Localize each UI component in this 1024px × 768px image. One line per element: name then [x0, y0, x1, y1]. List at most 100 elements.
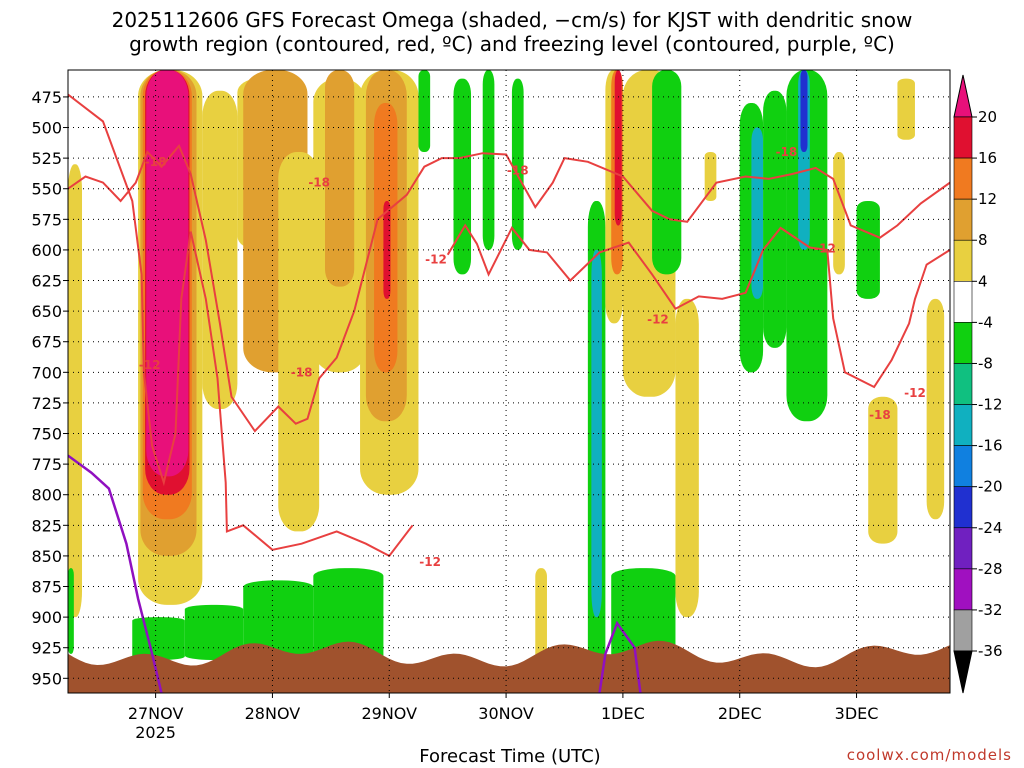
colorbar: 20 16 12 8 4 -4 -8 -12 -16 -20 -24 -28 -32 -36 — [953, 74, 1003, 694]
contour-label-10: -12 — [904, 386, 926, 400]
colorbar-bin-12 — [953, 609, 973, 652]
omega-region-33 — [652, 70, 682, 275]
contour-label-0: -12 — [139, 358, 161, 372]
colorbar-label--36: -36 — [978, 642, 1003, 660]
colorbar-label-16: 16 — [978, 149, 997, 167]
x-tick-label-28NOV: 28NOV — [245, 704, 301, 723]
y-tick-label-850: 850 — [31, 547, 62, 566]
y-tick-label-825: 825 — [31, 516, 62, 535]
omega-region-19 — [243, 580, 314, 660]
colorbar-bin-6 — [953, 363, 973, 405]
colorbar-bin-7 — [953, 404, 973, 446]
terrain — [68, 640, 950, 693]
y-tick-label-625: 625 — [31, 272, 62, 291]
y-tick-label-725: 725 — [31, 394, 62, 413]
chart-title-line-2: growth region (contoured, red, ºC) and f… — [129, 32, 895, 56]
colorbar-bin-2 — [953, 198, 973, 241]
omega-region-30 — [614, 70, 622, 226]
y-tick-label-550: 550 — [31, 180, 62, 199]
colorbar-bottom-arrow — [953, 650, 973, 694]
contour-label-1: -18 — [145, 155, 167, 169]
y-tick-label-475: 475 — [31, 88, 62, 107]
contour-label-11: -18 — [869, 408, 891, 422]
omega-region-16 — [68, 568, 74, 654]
y-tick-label-925: 925 — [31, 639, 62, 658]
y-tick-label-800: 800 — [31, 486, 62, 505]
grid — [68, 70, 950, 693]
contour-label-6: -12 — [425, 253, 447, 267]
colorbar-label--12: -12 — [978, 396, 1003, 414]
x-axis-label: Forecast Time (UTC) — [419, 746, 600, 767]
y-tick-label-675: 675 — [31, 333, 62, 352]
colorbar-label--20: -20 — [978, 478, 1003, 496]
y-tick-label-900: 900 — [31, 608, 62, 627]
colorbar-label--16: -16 — [978, 437, 1003, 455]
dgz-contour-2 — [446, 223, 950, 389]
omega-region-23 — [482, 70, 495, 250]
colorbar-top-arrow — [953, 74, 973, 118]
colorbar-label--24: -24 — [978, 519, 1003, 537]
colorbar-bin-1 — [953, 157, 973, 200]
credit-label[interactable]: coolwx.com/models — [847, 746, 1012, 764]
x-tick-label-3DEC: 3DEC — [835, 704, 879, 723]
plot-frame — [67, 69, 951, 694]
contour-label-9: -12 — [814, 242, 836, 256]
omega-region-11 — [325, 70, 355, 287]
colorbar-label-4: 4 — [978, 272, 988, 290]
plot-area: -12 -18 -18 -18 -12 -18 -12 -12 -18 -12 -12 -18 — [68, 70, 950, 693]
omega-region-44 — [868, 396, 898, 544]
y-tick-label-950: 950 — [31, 669, 62, 688]
x-tick-label-1DEC: 1DEC — [601, 704, 645, 723]
omega-region-24 — [511, 78, 524, 250]
colorbar-bin-11 — [953, 568, 973, 611]
y-tick-label-600: 600 — [31, 241, 62, 260]
x-tick-label-2DEC: 2DEC — [718, 704, 762, 723]
colorbar-label--32: -32 — [978, 601, 1003, 619]
colorbar-label--8: -8 — [978, 354, 993, 372]
omega-region-41 — [800, 70, 808, 153]
colorbar-label-20: 20 — [978, 108, 997, 126]
colorbar-bin-4 — [953, 281, 973, 323]
omega-region-25 — [535, 568, 547, 673]
colorbar-bin-5 — [953, 322, 973, 364]
chart-title-line-1: 2025112606 GFS Forecast Omega (shaded, −… — [112, 8, 913, 32]
omega-region-34 — [675, 298, 699, 618]
y-tick-label-525: 525 — [31, 149, 62, 168]
omega-region-17 — [132, 617, 185, 660]
omega-field — [68, 70, 950, 693]
omega-region-18 — [184, 604, 244, 660]
y-tick-label-700: 700 — [31, 363, 62, 382]
omega-region-46 — [926, 298, 945, 520]
x-tick-label-27NOV: 27NOV — [128, 704, 184, 723]
axes: 475 500 525 550 575 600 625 650 675 700 725 750 775 8… — [31, 69, 951, 742]
y-tick-label-500: 500 — [31, 119, 62, 138]
omega-region-0 — [68, 164, 83, 618]
x-tick-label-29NOV: 29NOV — [361, 704, 417, 723]
omega-region-38 — [763, 90, 787, 348]
x-tick-sublabel-27NOV: 2025 — [135, 723, 176, 742]
contour-label-8: -18 — [776, 145, 798, 159]
x-tick-label-30NOV: 30NOV — [478, 704, 534, 723]
omega-region-5 — [146, 70, 189, 477]
omega-region-21 — [418, 70, 431, 153]
contour-label-5: -18 — [507, 163, 529, 177]
y-tick-label-750: 750 — [31, 425, 62, 444]
dgz-contour-0 — [68, 93, 414, 558]
colorbar-bin-9 — [953, 486, 973, 529]
y-tick-label-650: 650 — [31, 302, 62, 321]
dgz-contour-1 — [68, 143, 950, 433]
colorbar-bin-0 — [953, 116, 973, 159]
omega-region-22 — [453, 78, 472, 275]
freezing-contour-0 — [68, 454, 163, 693]
colorbar-label--4: -4 — [978, 313, 993, 331]
colorbar-bin-10 — [953, 527, 973, 570]
omega-region-27 — [591, 249, 602, 618]
y-tick-label-575: 575 — [31, 210, 62, 229]
colorbar-bin-3 — [953, 239, 973, 282]
contour-label-2: -18 — [308, 176, 330, 190]
y-tick-label-775: 775 — [31, 455, 62, 474]
contour-label-7: -12 — [647, 313, 669, 327]
contour-label-4: -12 — [419, 555, 441, 569]
colorbar-bin-8 — [953, 445, 973, 487]
